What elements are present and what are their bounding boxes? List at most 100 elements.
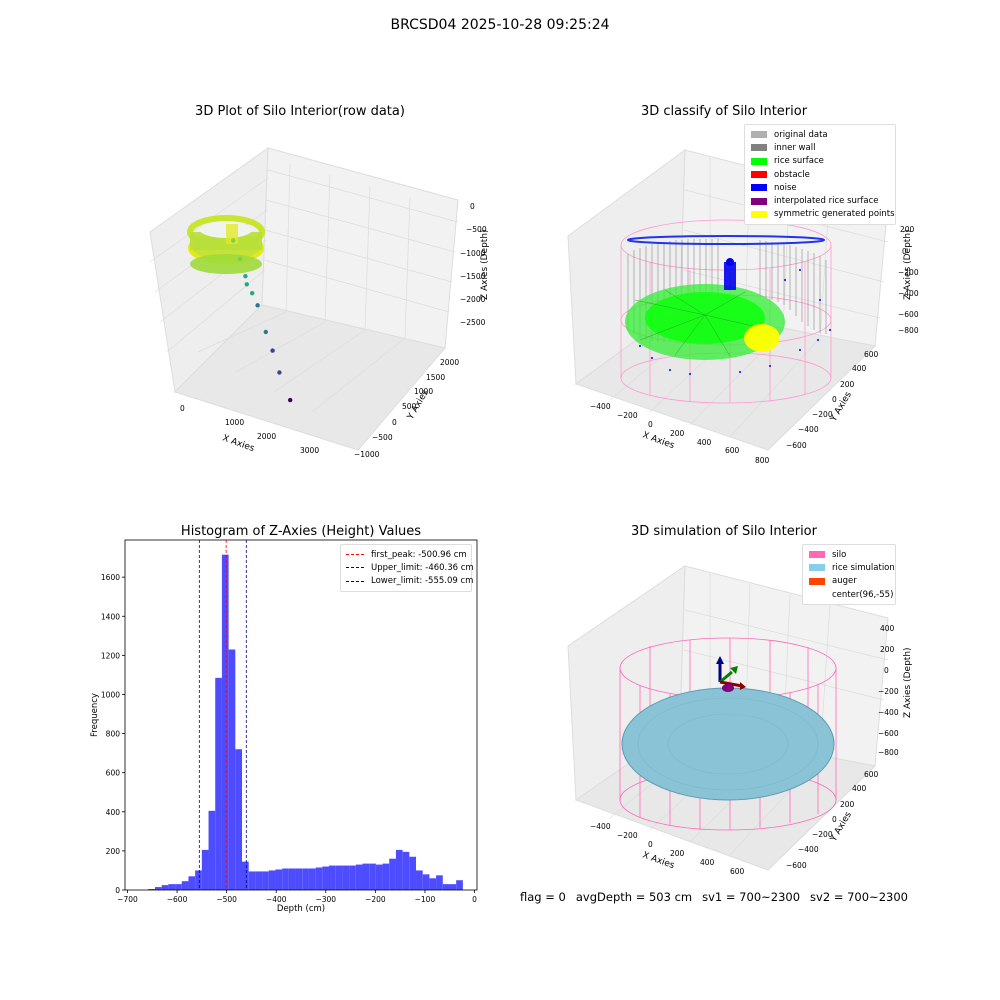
histogram-bar [221, 554, 229, 890]
z-tick: 400 [880, 624, 895, 633]
x-tick-label: −200 [365, 895, 386, 904]
legend-label: rice surface [774, 156, 824, 167]
x-tick: 3000 [300, 446, 319, 455]
y-tick-label: 600 [106, 769, 121, 778]
raw-outlier-point [270, 348, 275, 353]
raw-outlier-point [237, 256, 243, 262]
y-tick: −200 [812, 830, 833, 839]
legend-item-obstacle: obstacle [751, 168, 889, 181]
y-tick-label: 1000 [101, 690, 120, 699]
raw-outlier-point [244, 282, 249, 287]
histogram-bar [395, 849, 403, 890]
legend-swatch [751, 197, 767, 205]
legend-item-symmetric: symmetric generated points [751, 208, 895, 221]
histogram-bar [235, 749, 243, 890]
legend-swatch [751, 144, 767, 152]
histogram-bar [456, 880, 463, 890]
legend-line [346, 554, 364, 556]
z-tick: 0 [470, 202, 475, 211]
histogram-bar [409, 856, 417, 890]
classify-z-axis-label: Z Axies (Depth) [903, 229, 913, 300]
legend-swatch [751, 184, 767, 192]
y-tick: 0 [392, 418, 397, 427]
histogram-bar [382, 863, 390, 890]
y-tick: 600 [864, 350, 879, 359]
classify-legend: original data inner wall rice surface ob… [744, 124, 896, 226]
histogram-legend: first_peak: -500.96 cm Upper_limit: -460… [340, 544, 474, 592]
sv1-text: sv1 = 700~2300 [702, 890, 801, 904]
histogram-bar [181, 881, 189, 890]
legend-label: interpolated rice surface [774, 196, 879, 207]
z-tick: −200 [878, 687, 899, 696]
legend-item-auger: auger [809, 575, 889, 588]
z-tick: −400 [878, 708, 899, 717]
simulation-z-axis-label: Z Axies (Depth) [903, 647, 913, 718]
histogram-bar [188, 876, 196, 890]
legend-label: center(96,-55) [832, 589, 894, 600]
z-tick: −400 [898, 289, 919, 298]
simulation-y-ticks: −600 −400 −200 0 200 400 600 [786, 770, 879, 870]
histogram-bar [322, 866, 330, 890]
histogram-bar [161, 885, 169, 890]
legend-label: Upper_limit: -460.36 cm [371, 562, 474, 573]
z-tick: 200 [900, 225, 915, 234]
x-tick: 2000 [257, 432, 276, 441]
histogram-bar [329, 865, 336, 890]
histogram-bar [342, 865, 350, 890]
legend-swatch [751, 131, 767, 139]
y-tick: 400 [852, 784, 867, 793]
classify-plot-title: 3D classify of Silo Interior [640, 104, 808, 119]
z-tick: −1000 [460, 249, 486, 258]
legend-swatch [809, 591, 825, 598]
simulation-z-ticks: 400 200 0 −200 −400 −600 −800 [878, 624, 899, 757]
y-tick-label: 800 [106, 730, 121, 739]
avg-depth-text: avgDepth = 503 cm [575, 890, 693, 904]
legend-item-center: center(96,-55) [809, 588, 893, 601]
x-tick: 400 [697, 438, 712, 447]
y-tick: −400 [798, 425, 819, 434]
z-tick: −200 [898, 268, 919, 277]
histogram-bar [215, 677, 222, 890]
legend-swatch [809, 551, 825, 559]
histogram-x-axis-label: Depth (cm) [277, 904, 325, 914]
classify-y-ticks: −600 −400 −200 0 200 400 600 [786, 350, 879, 450]
histogram-reference-lines [198, 540, 247, 890]
y-tick: 1000 [414, 387, 433, 396]
x-tick: 400 [700, 858, 715, 867]
histogram-frame [124, 539, 478, 891]
histogram-bar [262, 871, 269, 890]
z-tick: −1500 [460, 272, 486, 281]
y-tick: 600 [864, 770, 879, 779]
y-tick: −1000 [354, 450, 380, 459]
histogram-bar [436, 875, 443, 890]
raw-plot-panes [149, 147, 459, 451]
x-tick: 0 [648, 840, 653, 849]
x-tick-label: −100 [415, 895, 436, 904]
y-tick-label: 1200 [101, 651, 120, 660]
classify-z-ticks: 200 0 −200 −400 −600 −800 [898, 225, 919, 335]
raw-outlier-point [243, 274, 248, 279]
y-tick: −500 [372, 433, 393, 442]
x-tick: 600 [725, 446, 740, 455]
raw-data-3d-plot: 0 1000 2000 3000 X Axies −1000 −500 0 50… [149, 147, 490, 459]
histogram-bar [422, 874, 430, 890]
x-tick: 800 [755, 456, 770, 465]
legend-item-original-data: original data [751, 128, 889, 141]
raw-outlier-point [288, 397, 293, 403]
histogram-bar [429, 878, 437, 890]
x-tick: 0 [180, 404, 185, 413]
histogram-bar [375, 864, 383, 890]
raw-plot-x-ticks: 0 1000 2000 3000 [180, 404, 319, 455]
histogram-bar [248, 871, 256, 890]
legend-swatch [809, 577, 825, 585]
x-tick: −400 [590, 402, 611, 411]
legend-swatch [751, 210, 767, 218]
y-tick-label: 0 [115, 886, 120, 895]
y-tick: −400 [798, 845, 819, 854]
raw-outlier-point [231, 238, 236, 243]
raw-data-plot-title: 3D Plot of Silo Interior(row data) [195, 104, 405, 119]
simulation-x-ticks: −400 −200 0 200 400 600 [590, 822, 745, 876]
histogram-bar [255, 871, 263, 890]
y-tick: 200 [840, 800, 855, 809]
histogram-bar [302, 868, 309, 890]
